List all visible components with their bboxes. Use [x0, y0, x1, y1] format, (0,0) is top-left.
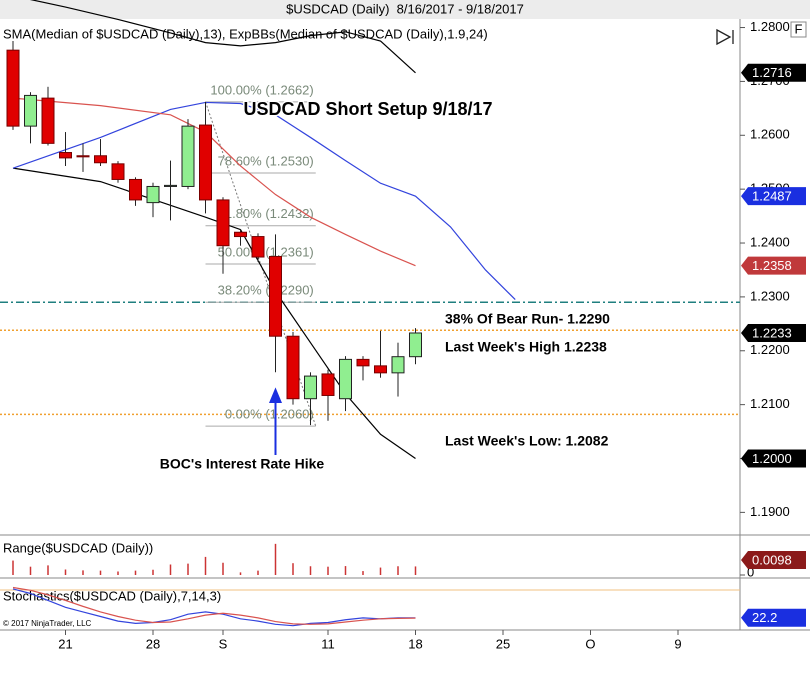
x-tick-label: 28: [146, 636, 160, 651]
candle-body: [216, 199, 230, 247]
x-tick-label: 21: [58, 636, 72, 651]
price-tag: 1.2000: [752, 451, 792, 466]
candle-body: [6, 49, 20, 127]
candle-body: [408, 332, 422, 358]
annotation: 38% Of Bear Run- 1.2290: [445, 311, 610, 327]
y-tick-label: 1.2800: [750, 19, 790, 34]
indicator-line: [29, 0, 416, 74]
candle-body: [286, 335, 300, 400]
price-tag-box: [741, 63, 806, 82]
annotation: BOC's Interest Rate Hike: [160, 456, 325, 472]
range-title: Range($USDCAD (Daily)): [3, 540, 153, 555]
fib-label: 61.80% (1.2432): [218, 206, 314, 221]
x-tick-label: 18: [408, 636, 422, 651]
annotation: Last Week's Low: 1.2082: [445, 433, 609, 449]
stochastics-line: [12, 588, 416, 627]
candle-body: [181, 125, 195, 187]
x-tick-label: 9: [674, 636, 681, 651]
y-tick-label: 1.2600: [750, 127, 790, 142]
price-tag-box: [741, 187, 806, 206]
candle-body: [59, 152, 73, 159]
stochastics-line: [12, 586, 416, 625]
indicator-line: [12, 97, 416, 267]
annotation: Last Week's High 1.2238: [445, 339, 607, 355]
candle-body: [251, 236, 265, 258]
fib-label: 100.00% (1.2662): [210, 82, 313, 97]
fib-label: 50.00% (1.2361): [218, 244, 314, 259]
event-arrow: [269, 387, 283, 455]
indicator-legend: SMA(Median of $USDCAD (Daily),13), ExpBB…: [3, 26, 488, 41]
stochastics-tag: 22.2: [752, 610, 777, 625]
price-tag: 1.2487: [752, 189, 792, 204]
price-tag: 1.2716: [752, 65, 792, 80]
stochastics-title: Stochastics($USDCAD (Daily),7,14,3): [3, 588, 221, 603]
candle-body: [356, 358, 370, 367]
candle-body: [129, 178, 143, 201]
range-tick-label: 0: [747, 564, 754, 579]
candle-body: [321, 373, 335, 396]
candle-body: [373, 365, 387, 374]
fib-label: 38.20% (1.2290): [218, 283, 314, 298]
range-tag: 0.0098: [752, 552, 792, 567]
y-tick-label: 1.2300: [750, 288, 790, 303]
setup-title: USDCAD Short Setup 9/18/17: [243, 99, 492, 119]
x-tick-label: S: [219, 636, 228, 651]
candle-body: [199, 124, 213, 201]
candle-body: [76, 155, 90, 158]
price-tag-box: [741, 449, 806, 468]
candle-body: [146, 185, 160, 204]
x-tick-label: 11: [321, 636, 335, 651]
f-button[interactable]: [790, 21, 807, 38]
copyright: © 2017 NinjaTrader, LLC: [3, 619, 92, 628]
candle-body: [234, 231, 248, 238]
y-tick-label: 1.2200: [750, 342, 790, 357]
candle-body: [164, 184, 178, 187]
scroll-end-icon[interactable]: [716, 28, 734, 46]
price-tag: 1.2358: [752, 258, 792, 273]
fib-label: 78.60% (1.2530): [218, 153, 314, 168]
y-tick-label: 1.2100: [750, 396, 790, 411]
x-tick-label: O: [585, 636, 595, 651]
y-tick-label: 1.1900: [750, 504, 790, 519]
range-tag-box: [741, 551, 806, 569]
candle-body: [111, 163, 125, 180]
stochastics-tag-box: [741, 608, 806, 627]
price-tag-box: [741, 323, 806, 342]
candle-body: [269, 255, 283, 337]
y-tick-label: 1.2400: [750, 234, 790, 249]
price-tag-box: [741, 256, 806, 275]
indicator-line: [12, 101, 516, 301]
f-button-label[interactable]: F: [795, 21, 803, 36]
price-tag: 1.2233: [752, 325, 792, 340]
title-bar: [0, 0, 810, 19]
candle-body: [391, 356, 405, 374]
fib-label: 0.00% (1.2060): [225, 407, 314, 422]
candle-body: [94, 155, 108, 164]
window-title: $USDCAD (Daily) 8/16/2017 - 9/18/2017: [286, 1, 524, 16]
candle-body: [41, 97, 55, 144]
candle-body: [339, 358, 353, 400]
candle-body: [24, 94, 38, 127]
x-tick-label: 25: [496, 636, 510, 651]
candle-body: [304, 375, 318, 400]
